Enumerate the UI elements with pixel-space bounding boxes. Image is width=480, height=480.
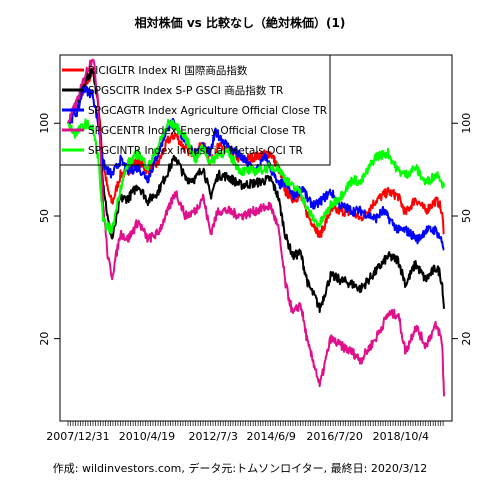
x-tick-label: 2016/7/20 (306, 430, 362, 443)
y-tick-label-left: 20 (38, 332, 51, 346)
chart-title: 相対株価 vs 比較なし（絶対株価）(1) (135, 15, 346, 30)
series-layer (67, 58, 445, 397)
legend-label-2: SPGSCITR Index S-P GSCI 商品指数 TR (88, 84, 283, 97)
series-line-2 (67, 67, 445, 313)
series-line-4 (67, 58, 445, 397)
chart-footer: 作成: wildinvestors.com, データ元:トムソンロイター, 最終… (53, 461, 427, 475)
legend-box (59, 54, 331, 166)
y-tick-label-right: 50 (460, 209, 473, 223)
legend-label-3: SPGCAGTR Index Agriculture Official Clos… (88, 105, 327, 117)
x-axis: 2007/12/31 2010/4/19 2012/7/3 2014/6/9 2016/… (46, 421, 444, 443)
legend-label-1: RICIGLTR Index RI 国際商品指数 (88, 64, 248, 77)
x-tick-label: 2018/10/4 (373, 430, 429, 443)
legend-label-5: SPGCINTR Index Industrial Metals OCI TR (88, 145, 303, 157)
y-axis-left: 20 50 100 (38, 113, 60, 346)
y-tick-label-right: 100 (460, 113, 473, 134)
x-tick-label: 2007/12/31 (46, 430, 109, 443)
x-tick-label: 2014/6/9 (246, 430, 295, 443)
y-tick-label-right: 20 (460, 332, 473, 346)
y-axis-right: 20 50 100 (452, 113, 473, 346)
y-tick-label-left: 100 (38, 113, 51, 134)
x-tick-label: 2010/4/19 (119, 430, 175, 443)
legend-label-4: SPGCENTR Index Energy Official Close TR (88, 125, 306, 137)
x-tick-label: 2012/7/3 (188, 430, 237, 443)
y-tick-label-left: 50 (38, 209, 51, 223)
legend: RICIGLTR Index RI 国際商品指数 SPGSCITR Index S… (59, 54, 331, 166)
series-line-5 (67, 118, 445, 235)
